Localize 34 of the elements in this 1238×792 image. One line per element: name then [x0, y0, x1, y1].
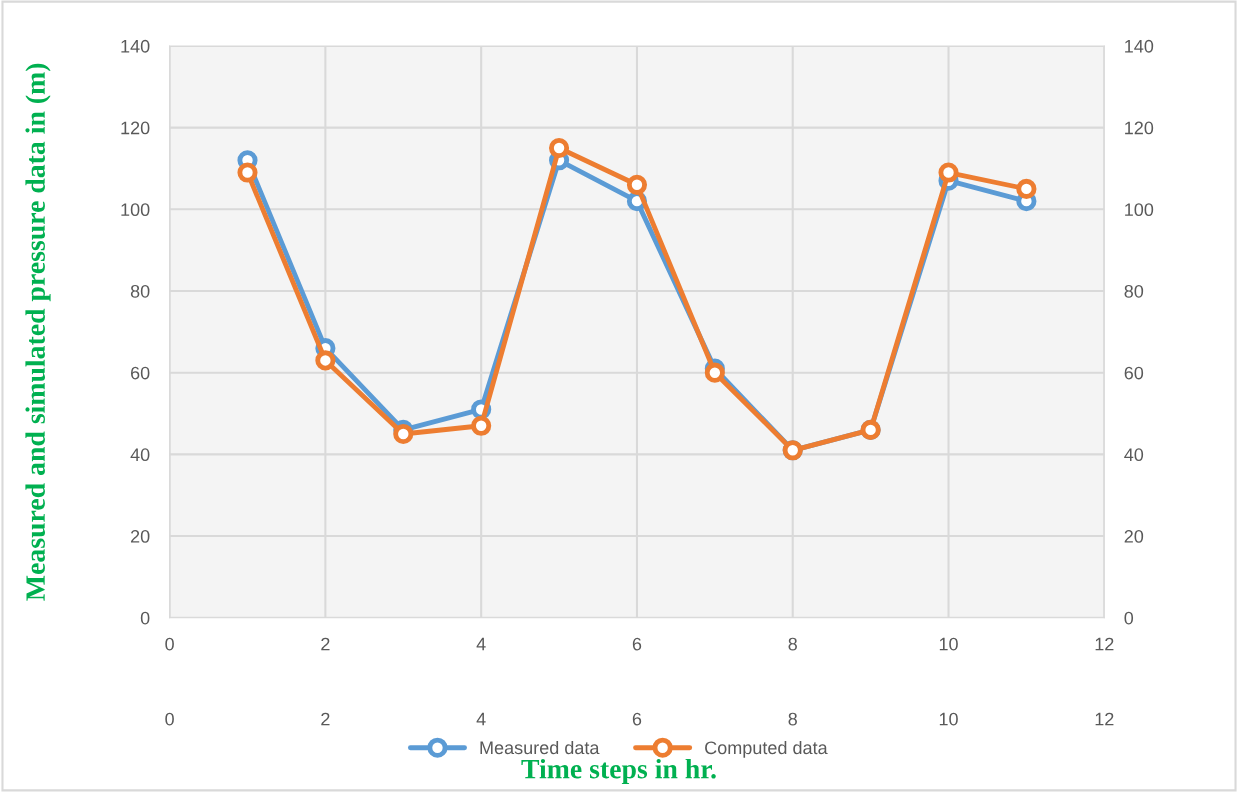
x-tick-label: 8: [788, 637, 797, 651]
y2-tick-label: 60: [1124, 366, 1144, 380]
y2-tick-label: 80: [1124, 284, 1144, 298]
y2-tick-label: 140: [1125, 39, 1154, 53]
y-tick-label: 120: [121, 121, 150, 135]
y-tick-label: 40: [130, 448, 150, 462]
x2-tick-label: 4: [476, 712, 486, 726]
x-axis-title: Time steps in hr.: [521, 758, 716, 785]
legend-label: Computed data: [705, 740, 828, 758]
y-tick-label: 60: [131, 366, 150, 380]
x2-tick-label: 8: [788, 712, 797, 726]
y-tick-label: 20: [130, 530, 150, 543]
x2-tick-label: 6: [632, 712, 642, 726]
y-tick-label: 0: [140, 611, 150, 625]
y2-tick-label: 40: [1124, 448, 1144, 462]
x-tick-label: 2: [321, 637, 330, 651]
y2-tick-label: 0: [1124, 611, 1134, 625]
x2-tick-label: 10: [939, 712, 958, 726]
y2-tick-label: 120: [1125, 121, 1154, 135]
x-tick-label: 6: [632, 637, 642, 651]
x2-tick-label: 12: [1095, 712, 1114, 726]
y2-tick-label: 20: [1124, 530, 1144, 543]
x-tick-label: 4: [476, 637, 486, 651]
y-tick-label: 100: [121, 203, 150, 217]
y-axis-title: Measured and simulated pressure data in (m): [25, 63, 51, 601]
x-tick-label: 10: [939, 637, 958, 651]
y-tick-label: 140: [121, 39, 150, 53]
y-tick-label: 80: [130, 284, 150, 298]
legend-label: Measured data: [480, 740, 600, 755]
x-tick-label: 0: [165, 637, 174, 651]
x-tick-label: 12: [1095, 637, 1114, 651]
x2-tick-label: 0: [165, 712, 174, 726]
y2-tick-label: 100: [1125, 203, 1154, 217]
x2-tick-label: 2: [321, 712, 330, 726]
